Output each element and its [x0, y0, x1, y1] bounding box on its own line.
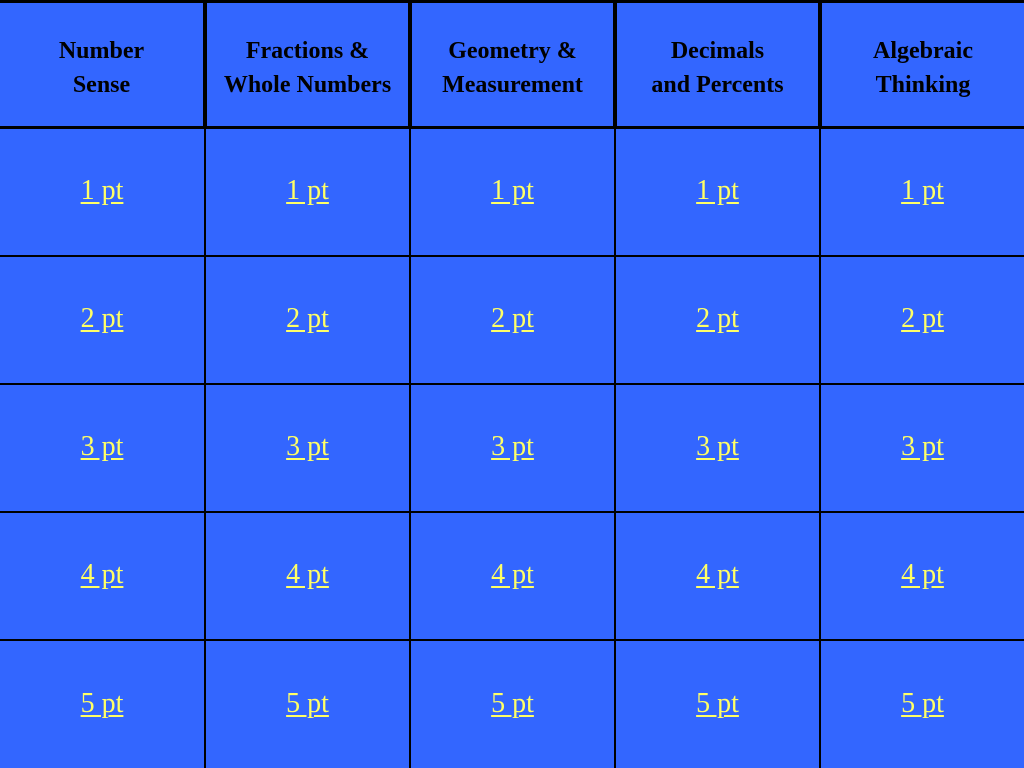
question-cell[interactable]: 3 pt: [0, 385, 204, 511]
point-link[interactable]: 5 pt: [901, 687, 944, 719]
question-cell[interactable]: 3 pt: [821, 385, 1024, 511]
question-cell[interactable]: 3 pt: [411, 385, 614, 511]
question-cell[interactable]: 4 pt: [0, 513, 204, 639]
point-link[interactable]: 1 pt: [491, 175, 534, 206]
category-number-sense: Number Sense: [0, 3, 203, 126]
point-link[interactable]: 1 pt: [286, 175, 329, 206]
point-link[interactable]: 5 pt: [491, 687, 534, 719]
point-link[interactable]: 3 pt: [80, 431, 124, 462]
question-cell[interactable]: 5 pt: [206, 641, 409, 768]
question-cell[interactable]: 5 pt: [411, 641, 614, 768]
point-link[interactable]: 3 pt: [901, 431, 944, 462]
point-link[interactable]: 4 pt: [901, 559, 944, 590]
point-link[interactable]: 2 pt: [696, 303, 739, 334]
question-cell[interactable]: 4 pt: [821, 513, 1024, 639]
point-link[interactable]: 1 pt: [696, 175, 739, 206]
point-link[interactable]: 2 pt: [491, 303, 534, 334]
point-link[interactable]: 5 pt: [696, 687, 739, 719]
point-link[interactable]: 5 pt: [286, 687, 329, 719]
point-link[interactable]: 4 pt: [286, 559, 329, 590]
point-link[interactable]: 2 pt: [901, 303, 944, 334]
category-geometry-measurement: Geometry & Measurement: [412, 3, 613, 126]
question-cell[interactable]: 5 pt: [616, 641, 819, 768]
question-cell[interactable]: 2 pt: [821, 257, 1024, 383]
category-decimals-percents: Decimals and Percents: [617, 3, 818, 126]
question-cell[interactable]: 3 pt: [616, 385, 819, 511]
point-link[interactable]: 4 pt: [491, 559, 534, 590]
question-cell[interactable]: 5 pt: [0, 641, 204, 768]
point-link[interactable]: 2 pt: [80, 303, 124, 334]
question-cell[interactable]: 4 pt: [206, 513, 409, 639]
question-cell[interactable]: 2 pt: [206, 257, 409, 383]
point-link[interactable]: 2 pt: [286, 303, 329, 334]
category-algebraic-thinking: Algebraic Thinking: [822, 3, 1024, 126]
question-grid: 1 pt 1 pt 1 pt 1 pt 1 pt 2 pt 2 pt 2 pt …: [0, 129, 1024, 768]
category-fractions-whole-numbers: Fractions & Whole Numbers: [207, 3, 408, 126]
point-link[interactable]: 5 pt: [80, 687, 124, 719]
point-link[interactable]: 4 pt: [80, 559, 124, 590]
question-cell[interactable]: 1 pt: [206, 129, 409, 255]
question-cell[interactable]: 2 pt: [411, 257, 614, 383]
question-cell[interactable]: 2 pt: [616, 257, 819, 383]
question-cell[interactable]: 4 pt: [411, 513, 614, 639]
point-link[interactable]: 1 pt: [80, 175, 124, 206]
point-link[interactable]: 4 pt: [696, 559, 739, 590]
point-link[interactable]: 3 pt: [286, 431, 329, 462]
question-cell[interactable]: 1 pt: [411, 129, 614, 255]
point-link[interactable]: 1 pt: [901, 175, 944, 206]
question-cell[interactable]: 4 pt: [616, 513, 819, 639]
category-header-row: Number Sense Fractions & Whole Numbers G…: [0, 0, 1024, 129]
question-cell[interactable]: 1 pt: [616, 129, 819, 255]
question-cell[interactable]: 1 pt: [0, 129, 204, 255]
point-link[interactable]: 3 pt: [696, 431, 739, 462]
point-link[interactable]: 3 pt: [491, 431, 534, 462]
question-cell[interactable]: 1 pt: [821, 129, 1024, 255]
question-cell[interactable]: 2 pt: [0, 257, 204, 383]
question-cell[interactable]: 5 pt: [821, 641, 1024, 768]
question-cell[interactable]: 3 pt: [206, 385, 409, 511]
